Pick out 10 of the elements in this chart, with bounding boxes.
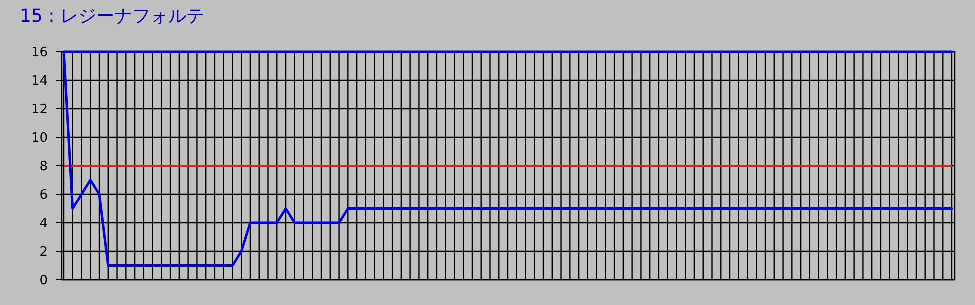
y-tick-label: 10 [31,131,48,146]
chart-title: 15 : レジーナフォルテ [20,6,204,27]
y-tick-label: 2 [40,245,48,260]
y-tick-label: 14 [31,74,48,90]
y-tick-label: 8 [40,160,48,175]
y-tick-label: 16 [31,46,48,61]
y-tick-label: 0 [40,274,48,289]
y-tick-label: 12 [31,102,48,118]
y-tick-label: 6 [40,188,48,204]
y-tick-label: 4 [40,216,48,232]
